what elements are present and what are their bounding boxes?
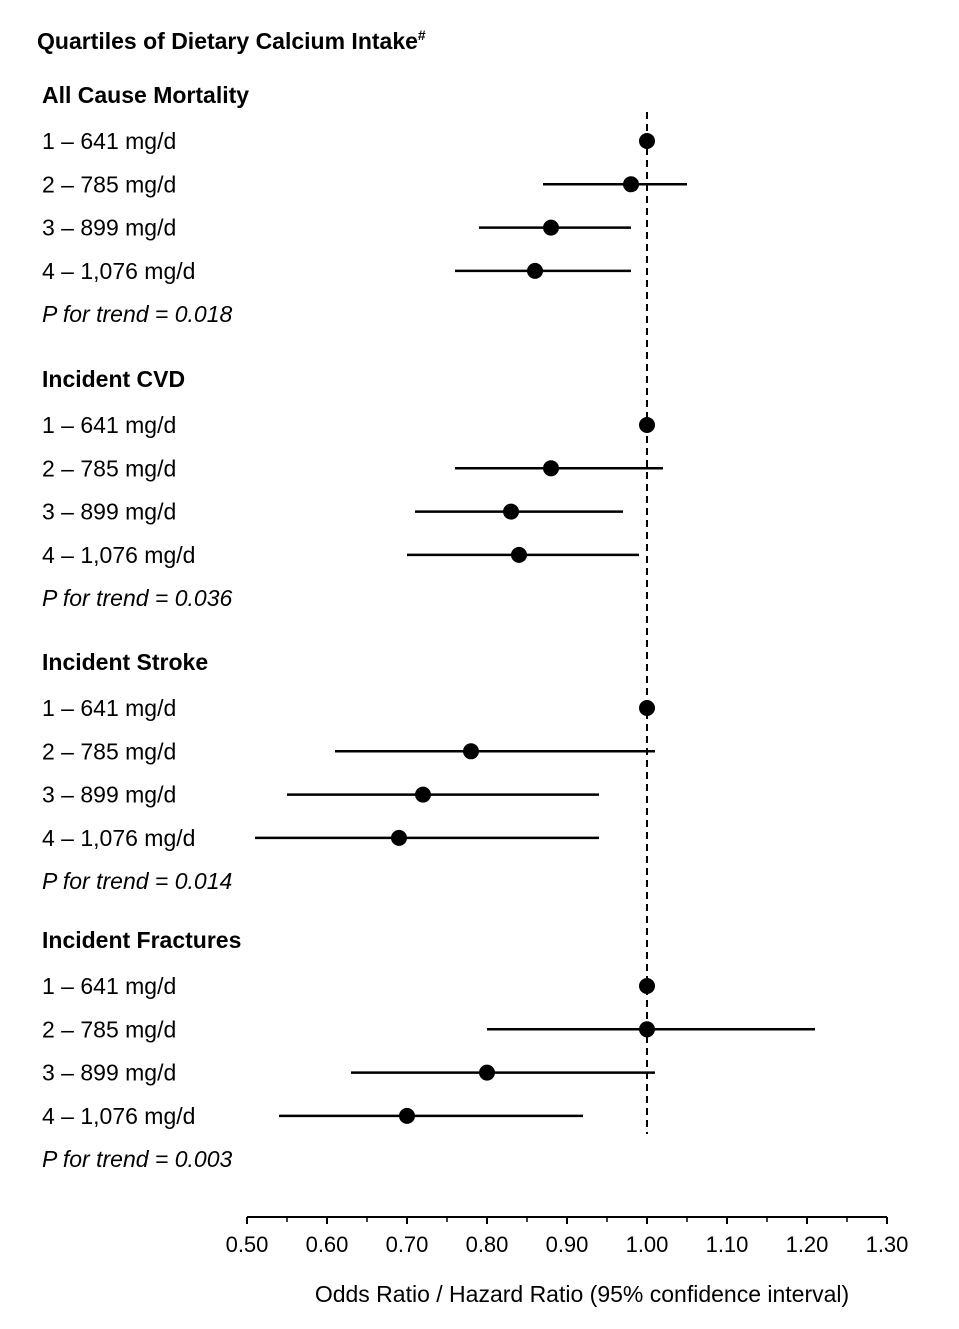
x-axis-label: Odds Ratio / Hazard Ratio (95% confidenc… <box>315 1281 849 1307</box>
x-tick-label: 1.20 <box>786 1232 829 1257</box>
row-label: 2 – 785 mg/d <box>42 738 176 764</box>
point-estimate <box>511 546 527 563</box>
point-estimate <box>399 1107 415 1124</box>
x-tick-label: 0.90 <box>546 1232 589 1257</box>
trend-label: P for trend = 0.036 <box>42 585 233 611</box>
row-label: 4 – 1,076 mg/d <box>42 258 195 284</box>
group-header: Incident CVD <box>42 366 185 392</box>
point-estimate <box>463 743 479 760</box>
point-estimate <box>623 176 639 193</box>
row-label: 1 – 641 mg/d <box>42 128 176 154</box>
row-label: 4 – 1,076 mg/d <box>42 1103 195 1129</box>
group-0: All Cause Mortality 1 – 641 mg/d 2 – 785 m… <box>42 82 687 327</box>
row-label: 2 – 785 mg/d <box>42 1016 176 1042</box>
row-label: 1 – 641 mg/d <box>42 973 176 999</box>
point-estimate <box>527 262 543 279</box>
row-label: 4 – 1,076 mg/d <box>42 542 195 568</box>
row-label: 3 – 899 mg/d <box>42 499 176 525</box>
chart-title: Quartiles of Dietary Calcium Intake# <box>37 27 426 54</box>
trend-label: P for trend = 0.014 <box>42 868 232 894</box>
row-label: 3 – 899 mg/d <box>42 215 176 241</box>
group-header: Incident Fractures <box>42 927 241 953</box>
x-tick-label: 0.60 <box>306 1232 349 1257</box>
x-tick-label: 0.50 <box>226 1232 269 1257</box>
x-tick-label: 1.30 <box>866 1232 909 1257</box>
point-estimate <box>543 219 559 236</box>
x-tick-label: 1.10 <box>706 1232 749 1257</box>
row-label: 1 – 641 mg/d <box>42 695 176 721</box>
trend-label: P for trend = 0.003 <box>42 1146 233 1172</box>
point-estimate <box>639 700 655 716</box>
point-estimate <box>391 829 407 846</box>
row-label: 1 – 641 mg/d <box>42 412 176 438</box>
row-label: 2 – 785 mg/d <box>42 455 176 481</box>
groups-layer: All Cause Mortality 1 – 641 mg/d 2 – 785 m… <box>42 82 815 1172</box>
chart-title-superscript: # <box>418 27 426 43</box>
row-label: 3 – 899 mg/d <box>42 782 176 808</box>
chart-title-text: Quartiles of Dietary Calcium Intake <box>37 28 418 54</box>
group-header: Incident Stroke <box>42 649 208 675</box>
row-label: 3 – 899 mg/d <box>42 1060 176 1086</box>
x-axis: 0.50 0.60 0.70 0.80 0.90 1.00 1.10 1.20 1.30 <box>226 1216 909 1257</box>
trend-label: P for trend = 0.018 <box>42 301 233 327</box>
point-estimate <box>415 786 431 803</box>
group-2: Incident Stroke 1 – 641 mg/d 2 – 785 mg/d 3… <box>42 649 655 894</box>
row-label: 4 – 1,076 mg/d <box>42 825 195 851</box>
point-estimate <box>639 978 655 994</box>
point-estimate <box>503 503 519 520</box>
point-estimate <box>479 1064 495 1081</box>
x-tick-label: 0.70 <box>386 1232 429 1257</box>
group-1: Incident CVD 1 – 641 mg/d 2 – 785 mg/d 3 – … <box>42 366 663 611</box>
x-tick-label: 1.00 <box>626 1232 669 1257</box>
group-header: All Cause Mortality <box>42 82 249 108</box>
row-label: 2 – 785 mg/d <box>42 171 176 197</box>
point-estimate <box>543 460 559 477</box>
group-3: Incident Fractures 1 – 641 mg/d 2 – 785 mg… <box>42 927 815 1172</box>
x-tick-label: 0.80 <box>466 1232 509 1257</box>
